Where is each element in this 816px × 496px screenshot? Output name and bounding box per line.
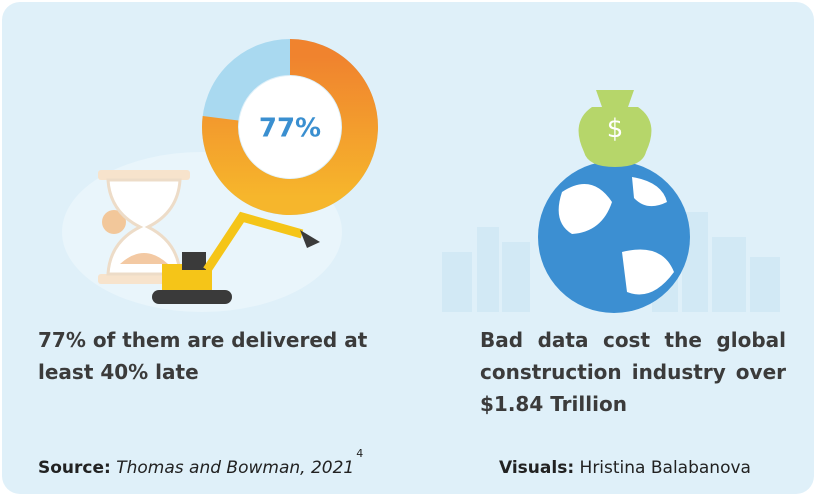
donut-label: 77%: [259, 114, 321, 144]
visuals: Visuals: Hristina Balabanova: [499, 458, 751, 478]
source-text: Thomas and Bowman, 2021: [116, 458, 354, 478]
svg-text:$: $: [607, 114, 624, 144]
donut-chart: 77%: [220, 57, 360, 197]
illustrations: 77%: [2, 2, 814, 494]
visuals-text: Hristina Balabanova: [580, 458, 751, 478]
money-bag: $: [579, 90, 652, 167]
source-ref: 4: [356, 447, 363, 460]
source-label: Source:: [38, 458, 111, 478]
right-caption: Bad data cost the global construction in…: [480, 324, 786, 420]
visuals-label: Visuals:: [499, 458, 574, 478]
globe: [538, 161, 690, 313]
left-caption: 77% of them are delivered at least 40% l…: [38, 324, 368, 388]
infographic-card: 77%: [2, 2, 814, 494]
source: Source: Thomas and Bowman, 20214: [38, 458, 361, 478]
